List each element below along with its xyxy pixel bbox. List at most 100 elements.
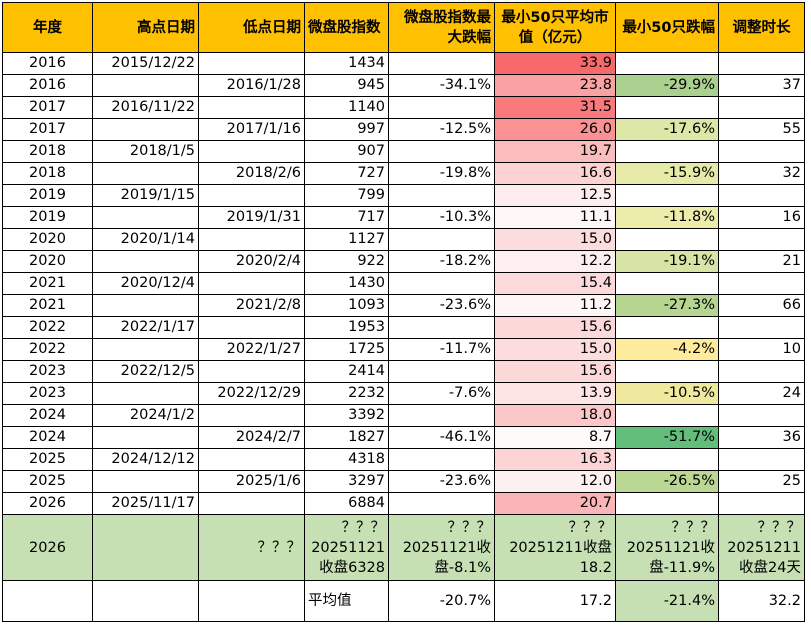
cell-duration [718,228,805,251]
cell-drop50 [615,52,719,75]
cell-avg-cap: 15.0 [494,338,616,361]
cell-index-drop [388,140,495,163]
cell-low-date: 2025/1/6 [198,470,305,493]
table-body: 2016 2015/12/22 1434 33.9 2016 2016/1/28 945 -3… [2,52,805,622]
cell-index: 1827 [304,426,389,449]
cell-avg-cap: 12.5 [494,184,616,207]
cell-duration: 36 [718,426,805,449]
header-row: 年度 高点日期 低点日期 微盘股指数 微盘股指数最大跌幅 最小50只平均市值（亿… [2,2,805,53]
cell-index: 1725 [304,338,389,361]
cell-high-date [92,382,199,405]
cell-duration: 32 [718,162,805,185]
cell-year: 2025 [2,470,93,493]
cell-index-drop [388,184,495,207]
cell-low-date [198,272,305,295]
cell-avg-cap: 26.0 [494,118,616,141]
cell-empty [2,580,93,622]
cell-year: 2018 [2,140,93,163]
table-row: 2021 2021/2/8 1093 -23.6% 11.2 -27.3% 66 [2,294,805,317]
cell-index: 4318 [304,448,389,471]
cell-low-date [198,140,305,163]
cell-duration: 16 [718,206,805,229]
cell-drop50: -27.3% [615,294,719,317]
cell-index: 1127 [304,228,389,251]
cell-index: 2414 [304,360,389,383]
header-high-date: 高点日期 [92,2,199,53]
cell-high-date: 2016/11/22 [92,96,199,119]
cell-drop50: -15.9% [615,162,719,185]
cell-index-drop [388,96,495,119]
cell-avg-cap: 13.9 [494,382,616,405]
cell-year: 2019 [2,184,93,207]
cell-index: 2232 [304,382,389,405]
cell-high-date [92,250,199,273]
cell-index-drop: -23.6% [388,294,495,317]
cell-low-date [198,448,305,471]
cell-index: 717 [304,206,389,229]
header-index: 微盘股指数 [304,2,389,53]
cell-drop50 [615,140,719,163]
cell-drop50 [615,228,719,251]
cell-duration: 25 [718,470,805,493]
cell-average-label: 平均值 [304,580,389,622]
cell-year: 2022 [2,316,93,339]
cell-avg-cap: 11.2 [494,294,616,317]
table-row: 2024 2024/1/2 3392 18.0 [2,404,805,427]
cell-high-date [92,206,199,229]
cell-avg-cap: 15.6 [494,360,616,383]
cell-index-drop: -12.5% [388,118,495,141]
cell-drop50: ？？？ 20251121收 盘-11.9% [615,514,719,581]
cell-high-date: 2018/1/5 [92,140,199,163]
cell-duration: ？？？ 20251211 收盘24天 [718,514,805,581]
cell-index: 799 [304,184,389,207]
table-row: 2016 2016/1/28 945 -34.1% 23.8 -29.9% 37 [2,74,805,97]
cell-year: 2023 [2,382,93,405]
cell-duration: 66 [718,294,805,317]
cell-year: 2017 [2,118,93,141]
header-year: 年度 [2,2,93,53]
cell-index: 1430 [304,272,389,295]
cell-drop50: -26.5% [615,470,719,493]
cell-index: 1093 [304,294,389,317]
cell-year: 2016 [2,74,93,97]
cell-drop50 [615,448,719,471]
cell-index-drop: -46.1% [388,426,495,449]
cell-index-drop [388,360,495,383]
cell-high-date: 2019/1/15 [92,184,199,207]
cell-index-drop: ？？？ 20251121收 盘-8.1% [388,514,495,581]
cell-drop50 [615,96,719,119]
cell-low-date: 2016/1/28 [198,74,305,97]
cell-low-date [198,52,305,75]
cell-index-drop: -34.1% [388,74,495,97]
cell-empty [92,580,199,622]
cell-avg-cap: 31.5 [494,96,616,119]
cell-year: 2023 [2,360,93,383]
cell-index: 727 [304,162,389,185]
table-row: 2018 2018/2/6 727 -19.8% 16.6 -15.9% 32 [2,162,805,185]
table-row: 2019 2019/1/15 799 12.5 [2,184,805,207]
table-row: 2019 2019/1/31 717 -10.3% 11.1 -11.8% 16 [2,206,805,229]
cell-year: 2017 [2,96,93,119]
cell-avg-cap: 12.2 [494,250,616,273]
cell-low-date [198,360,305,383]
cell-index-drop [388,272,495,295]
cell-drop50: -19.1% [615,250,719,273]
cell-low-date: ？？？ [198,514,305,581]
cell-year: 2024 [2,404,93,427]
cell-low-date [198,184,305,207]
cell-index-drop: -19.8% [388,162,495,185]
cell-duration: 10 [718,338,805,361]
cell-high-date: 2020/1/14 [92,228,199,251]
cell-year: 2016 [2,52,93,75]
cell-low-date [198,492,305,515]
cell-average-cap: 17.2 [494,580,616,622]
cell-index-drop: -10.3% [388,206,495,229]
cell-duration [718,52,805,75]
cell-drop50: -4.2% [615,338,719,361]
cell-low-date [198,96,305,119]
cell-low-date: 2022/12/29 [198,382,305,405]
cell-year: 2026 [2,492,93,515]
cell-index-drop: -18.2% [388,250,495,273]
cell-duration: 55 [718,118,805,141]
cell-average-drop: -20.7% [388,580,495,622]
